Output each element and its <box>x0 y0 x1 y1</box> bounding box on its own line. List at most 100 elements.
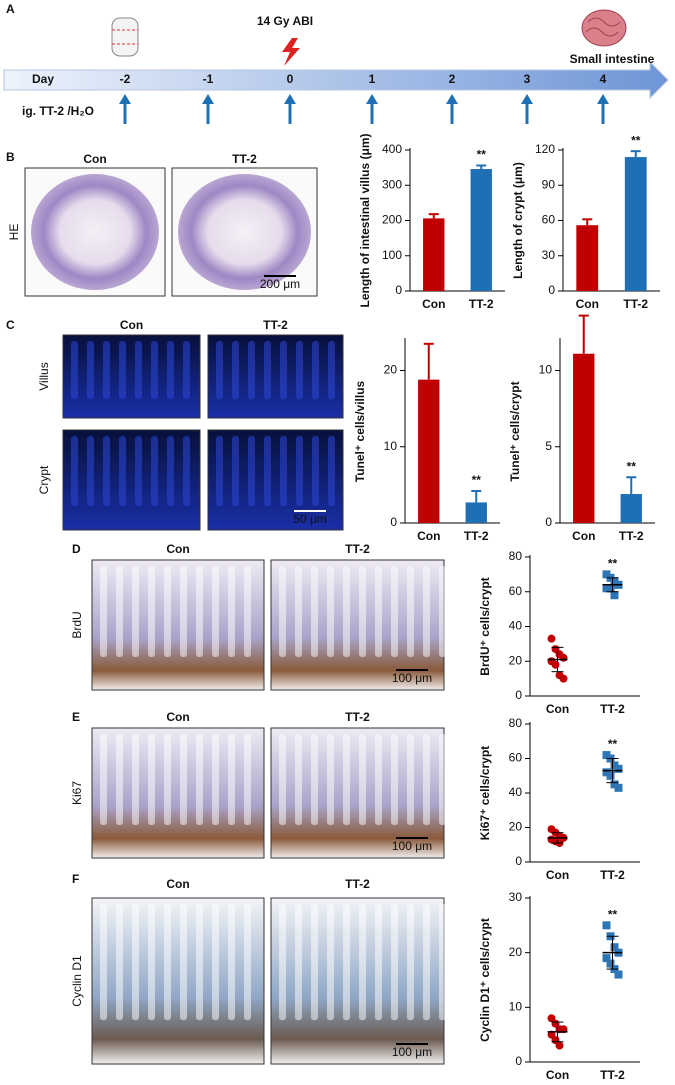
day-label: 1 <box>369 72 376 86</box>
x-tick-label: TT-2 <box>619 529 644 543</box>
y-tick-label: 10 <box>384 439 398 453</box>
row-label: Villus <box>37 362 51 390</box>
villus <box>71 436 78 506</box>
villus <box>312 341 319 400</box>
group-label: TT-2 <box>345 710 370 724</box>
y-tick-label: 30 <box>542 248 556 262</box>
villus <box>116 904 123 1021</box>
y-tick-label: 0 <box>545 515 552 529</box>
villus <box>100 904 107 1021</box>
villus <box>423 904 430 1021</box>
villus <box>180 566 187 657</box>
y-tick-label: 10 <box>539 363 553 377</box>
y-tick-label: 40 <box>509 785 523 799</box>
day-label: 0 <box>287 72 294 86</box>
villus <box>407 734 414 825</box>
group-label: Con <box>166 877 189 891</box>
villus <box>280 341 287 400</box>
arrow-head <box>284 94 296 104</box>
significance: ** <box>608 908 618 922</box>
y-tick-label: 80 <box>509 549 523 563</box>
point <box>606 959 615 968</box>
villus <box>343 734 350 825</box>
y-tick-label: 200 <box>382 213 402 227</box>
villus <box>296 436 303 506</box>
x-tick-label: TT-2 <box>600 868 625 882</box>
arrow-head <box>446 94 458 104</box>
x-tick-label: TT-2 <box>600 1068 625 1080</box>
villus <box>279 566 286 657</box>
villus <box>359 566 366 657</box>
day-label: -1 <box>203 72 214 86</box>
y-tick-label: 400 <box>382 142 402 156</box>
day-label: 4 <box>600 72 607 86</box>
panel-label: A <box>6 2 15 16</box>
group-label: Con <box>166 710 189 724</box>
villus <box>167 436 174 506</box>
stain-label: Cyclin D1 <box>70 955 84 1007</box>
x-tick-label: TT-2 <box>464 529 489 543</box>
significance: ** <box>627 459 637 473</box>
villus <box>312 436 319 506</box>
villus <box>164 566 171 657</box>
villus <box>375 566 382 657</box>
villus <box>375 904 382 1021</box>
villus <box>295 734 302 825</box>
arrow-head <box>597 94 609 104</box>
villus <box>244 566 251 657</box>
villus <box>280 436 287 506</box>
y-tick-label: 40 <box>509 619 523 633</box>
villus <box>375 734 382 825</box>
point <box>547 1014 556 1023</box>
arrow-head <box>202 94 214 104</box>
villus <box>196 904 203 1021</box>
y-axis-title: Length of intestinal villus (μm) <box>358 133 372 307</box>
villus <box>295 904 302 1021</box>
point <box>606 771 615 780</box>
day-label: -2 <box>120 72 131 86</box>
group-label: Con <box>166 542 189 556</box>
villus <box>439 904 446 1021</box>
villus <box>71 341 78 400</box>
stain-label: HE <box>7 224 21 241</box>
y-tick-label: 60 <box>542 213 556 227</box>
villus <box>167 341 174 400</box>
bar <box>573 353 595 523</box>
y-tick-label: 30 <box>509 890 523 904</box>
point <box>602 921 611 930</box>
villus <box>180 904 187 1021</box>
x-tick-label: Con <box>546 1068 569 1080</box>
timeline-graphics <box>3 9 669 100</box>
bar <box>418 379 440 523</box>
day-label: 3 <box>524 72 531 86</box>
y-axis-title: Ki67⁺ cells/crypt <box>478 746 492 840</box>
point <box>614 783 623 792</box>
y-tick-label: 0 <box>548 283 555 297</box>
villus <box>116 566 123 657</box>
x-tick-label: Con <box>572 529 595 543</box>
scale-bar-label: 100 μm <box>392 671 432 685</box>
timeline-axis-label: Day <box>32 72 54 86</box>
point <box>614 970 623 979</box>
significance: ** <box>631 133 641 147</box>
villus <box>359 734 366 825</box>
villus <box>328 341 335 400</box>
y-axis-title: Tunel⁺ cells/crypt <box>508 381 522 481</box>
villus <box>244 734 251 825</box>
panel-label: D <box>72 542 81 556</box>
villus <box>327 734 334 825</box>
day-label: 2 <box>449 72 456 86</box>
micrograph <box>62 429 201 531</box>
y-tick-label: 5 <box>545 439 552 453</box>
villus <box>264 341 271 400</box>
panel-label: C <box>6 318 15 332</box>
villus <box>100 734 107 825</box>
villus <box>296 341 303 400</box>
point <box>606 584 615 593</box>
villus <box>164 904 171 1021</box>
villus <box>407 566 414 657</box>
villus <box>151 436 158 506</box>
villus <box>439 734 446 825</box>
panel-label: E <box>72 710 80 724</box>
